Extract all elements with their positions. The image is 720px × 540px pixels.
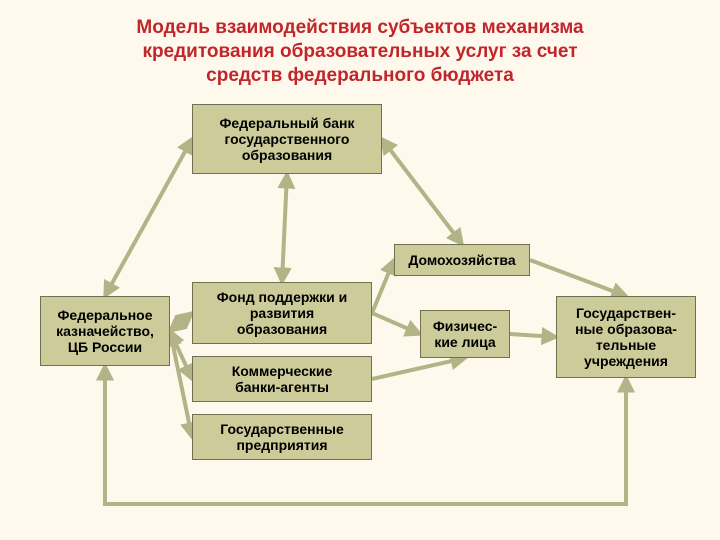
edge-federal_bank-households — [382, 139, 462, 244]
edge-fund-households — [372, 260, 394, 313]
node-households: Домохозяйства — [394, 244, 530, 276]
edge-treasury-com_banks — [170, 331, 192, 379]
diagram-title: Модель взаимодействия субъектов механизм… — [0, 16, 720, 87]
node-treasury: Федеральное казначейство, ЦБ России — [40, 296, 170, 366]
edge-treasury-federal_bank — [105, 139, 192, 296]
edge-fund-individuals — [372, 313, 420, 334]
edge-treasury-fund — [170, 313, 192, 331]
diagram-stage: Модель взаимодействия субъектов механизм… — [0, 0, 720, 540]
node-edu_inst: Государствен- ные образова- тельные учре… — [556, 296, 696, 378]
edge-households-edu_inst — [530, 260, 626, 296]
edge-federal_bank-fund — [282, 174, 287, 282]
node-federal_bank: Федеральный банк государственного образо… — [192, 104, 382, 174]
node-fund: Фонд поддержки и развития образования — [192, 282, 372, 344]
edge-individuals-edu_inst — [510, 334, 556, 337]
edge-com_banks-individuals — [372, 358, 465, 379]
node-gov_ent: Государственные предприятия — [192, 414, 372, 460]
node-com_banks: Коммерческие банки-агенты — [192, 356, 372, 402]
edge-treasury-gov_ent — [170, 331, 192, 437]
node-individuals: Физичес- кие лица — [420, 310, 510, 358]
